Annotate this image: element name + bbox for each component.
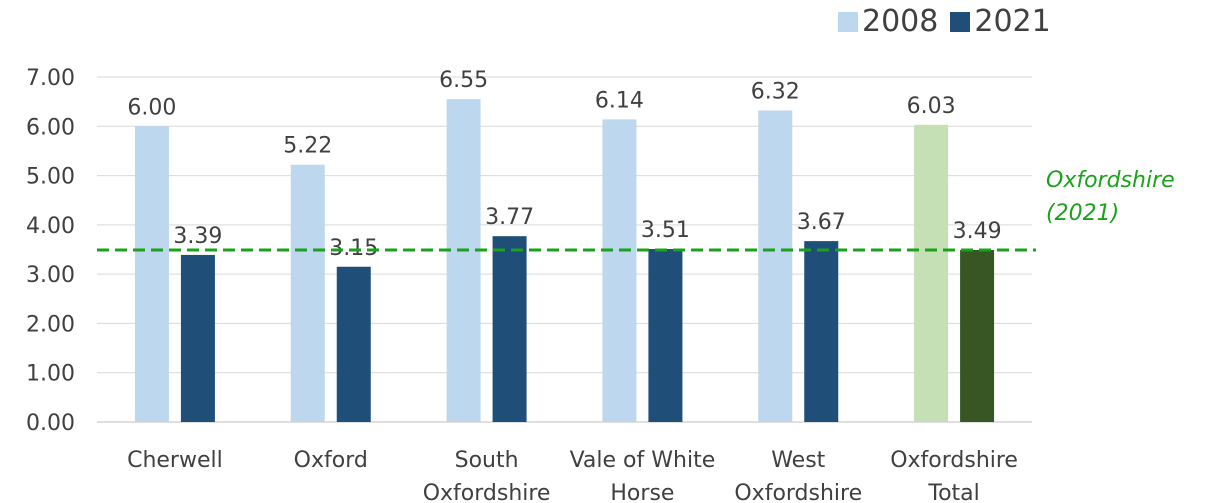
data-label: 3.67 (797, 210, 846, 235)
data-label: 5.22 (283, 134, 332, 159)
legend-swatch-2008 (838, 11, 858, 32)
data-label: 3.51 (641, 218, 690, 243)
legend-item-2021: 2021 (950, 4, 1051, 39)
data-label: 6.55 (439, 68, 488, 93)
data-label: 6.32 (751, 80, 800, 105)
bar-2008-1 (290, 164, 325, 422)
y-tick-label: 3.00 (26, 263, 75, 288)
legend-label-2008: 2008 (862, 4, 939, 39)
data-label: 3.49 (953, 219, 1002, 244)
x-tick-label: Cherwell (127, 448, 223, 473)
data-label: 3.39 (173, 224, 222, 249)
data-label: 6.14 (595, 88, 644, 113)
data-label: 6.03 (907, 94, 956, 119)
data-label: 3.15 (329, 236, 378, 261)
y-tick-label: 7.00 (26, 66, 75, 91)
legend-swatch-2021 (950, 11, 971, 32)
y-tick-label: 0.00 (26, 411, 75, 436)
x-tick-label: South (455, 448, 519, 473)
bar-2021-0 (180, 254, 215, 422)
data-label: 6.00 (127, 95, 176, 120)
bar-2021-2 (492, 236, 527, 422)
bar-2021-1 (336, 266, 371, 422)
y-tick-label: 6.00 (26, 115, 75, 140)
data-label: 3.77 (485, 205, 534, 230)
bar-2008-3 (602, 119, 637, 422)
bar-2008-2 (446, 99, 481, 422)
x-tick-label: West (771, 448, 825, 473)
bar-2021-5 (960, 249, 995, 422)
bar-2021-3 (648, 249, 683, 422)
x-tick-label: Oxfordshire (734, 481, 862, 503)
x-tick-label: Oxfordshire (423, 481, 551, 503)
bar-2008-5 (914, 124, 949, 423)
x-tick-label: Horse (610, 481, 674, 503)
y-tick-label: 5.00 (26, 165, 75, 190)
x-tick-label: Oxfordshire (890, 448, 1018, 473)
reference-line-label: Oxfordshire (1046, 168, 1175, 193)
bar-2008-0 (134, 126, 169, 423)
legend-item-2008: 2008 (838, 4, 938, 39)
legend-label-2021: 2021 (974, 4, 1051, 39)
y-tick-label: 2.00 (26, 312, 75, 337)
y-tick-label: 4.00 (26, 214, 75, 239)
bar-2008-4 (758, 110, 793, 422)
x-tick-label: Total (927, 481, 979, 503)
y-tick-label: 1.00 (26, 362, 75, 387)
legend: 2008 2021 (838, 4, 1063, 39)
x-tick-label: Oxford (294, 448, 368, 473)
reference-line-label: (2021) (1046, 201, 1119, 226)
x-tick-label: Vale of White (570, 448, 716, 473)
bar-2021-4 (804, 241, 839, 422)
